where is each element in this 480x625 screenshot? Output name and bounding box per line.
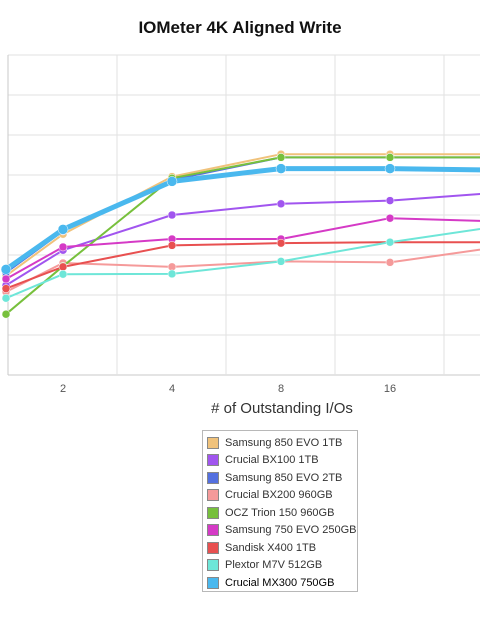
series-line	[5, 156, 480, 315]
legend-item: Samsung 850 EVO 2TB	[207, 469, 342, 486]
legend-item: Samsung 850 EVO 1TB	[207, 434, 342, 451]
data-point	[1, 309, 11, 319]
series-line	[5, 192, 480, 287]
legend-swatch	[207, 506, 219, 519]
data-point	[276, 257, 286, 266]
series-line	[4, 166, 480, 272]
data-point	[276, 199, 286, 209]
legend-swatch	[207, 489, 219, 501]
data-point	[275, 163, 287, 174]
data-point	[385, 213, 395, 223]
legend-label: Samsung 850 EVO 2TB	[225, 471, 343, 484]
x-tick-label: 2	[60, 383, 66, 395]
data-point	[276, 153, 286, 162]
legend-label: Samsung 750 EVO 250GB	[225, 524, 357, 536]
legend-swatch	[207, 436, 219, 449]
data-point	[57, 224, 69, 235]
data-point	[58, 262, 68, 272]
x-tick-label: 16	[384, 383, 396, 395]
series-line	[5, 241, 480, 290]
legend-item: Crucial MX300 750GB	[207, 574, 334, 591]
legend-swatch	[207, 576, 219, 589]
series-line	[5, 153, 480, 277]
x-tick-label: 8	[278, 383, 284, 395]
data-point	[167, 241, 177, 250]
data-point	[276, 238, 286, 248]
data-point	[385, 153, 395, 162]
legend-label: Samsung 850 EVO 1TB	[225, 436, 343, 449]
data-point	[166, 176, 178, 187]
legend-item: Sandisk X400 1TB	[207, 539, 316, 556]
line-chart: 2 4 8 16	[0, 54, 480, 395]
legend-label: Sandisk X400 1TB	[225, 541, 317, 554]
legend-swatch	[207, 524, 219, 536]
data-point	[385, 196, 395, 205]
chart-title: IOMeter 4K Aligned Write	[138, 18, 342, 37]
data-point	[1, 274, 11, 284]
legend-item: Crucial BX200 960GB	[207, 487, 333, 504]
x-axis-label: # of Outstanding I/Os	[211, 400, 353, 417]
data-point	[167, 269, 177, 279]
data-point	[58, 269, 68, 279]
legend-label: Crucial MX300 750GB	[225, 576, 335, 589]
data-point	[385, 258, 395, 267]
series-line	[5, 248, 480, 293]
legend-item: Samsung 750 EVO 250GB	[207, 522, 356, 539]
data-point	[1, 293, 11, 303]
data-point	[1, 284, 11, 293]
data-point	[0, 264, 12, 275]
data-point	[58, 242, 68, 252]
legend-swatch	[207, 541, 219, 554]
legend-label: Crucial BX100 1TB	[225, 454, 319, 466]
legend-swatch	[207, 471, 219, 484]
legend-label: OCZ Trion 150 960GB	[225, 506, 335, 519]
data-point	[167, 210, 177, 220]
legend-label: Crucial BX200 960GB	[225, 489, 333, 501]
legend-swatch	[207, 454, 219, 466]
series-line	[5, 217, 480, 280]
data-point	[385, 237, 395, 247]
x-tick-label: 4	[169, 383, 175, 395]
data-point	[384, 163, 396, 174]
legend-item: Crucial BX100 1TB	[207, 452, 319, 469]
legend-swatch	[207, 559, 219, 571]
legend-item: OCZ Trion 150 960GB	[207, 504, 334, 521]
legend-item: Plextor M7V 512GB	[207, 557, 322, 574]
legend-label: Plextor M7V 512GB	[225, 559, 323, 571]
legend: Samsung 850 EVO 1TB Crucial BX100 1TB Sams…	[202, 430, 358, 592]
series-line	[5, 227, 480, 300]
